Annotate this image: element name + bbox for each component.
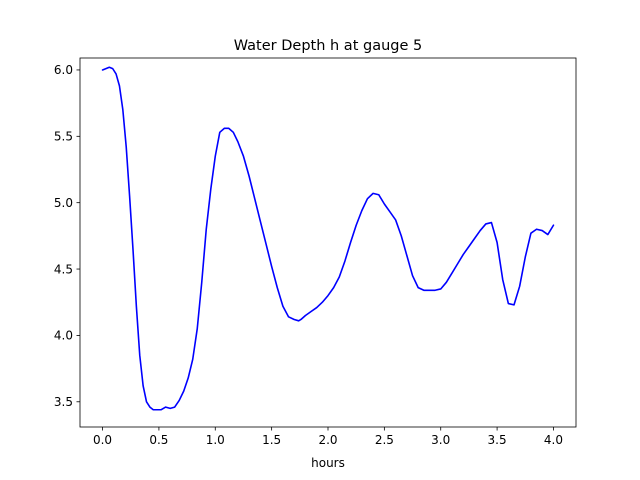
- y-tick-label: 3.5: [54, 395, 73, 409]
- x-tick-label: 4.0: [544, 433, 563, 447]
- x-tick-label: 2.5: [375, 433, 394, 447]
- chart-title: Water Depth h at gauge 5: [234, 38, 422, 54]
- x-axis-label: hours: [311, 456, 345, 470]
- y-tick-label: 6.0: [54, 63, 73, 77]
- x-tick-label: 1.0: [206, 433, 225, 447]
- x-tick-label: 1.5: [262, 433, 281, 447]
- x-tick-label: 0.0: [93, 433, 112, 447]
- series-line-0: [101, 66, 555, 411]
- y-axis-ticks: 3.5 4.0 4.5 5.0 5.5 6.0: [54, 63, 80, 409]
- x-tick-label: 3.5: [488, 433, 507, 447]
- x-tick-label: 3.0: [431, 433, 450, 447]
- y-tick-label: 5.0: [54, 196, 73, 210]
- x-tick-label: 2.0: [318, 433, 337, 447]
- y-tick-label: 5.5: [54, 130, 73, 144]
- y-tick-label: 4.0: [54, 329, 73, 343]
- x-axis-ticks: 0.0 0.5 1.0 1.5 2.0 2.5 3.0 3.5 4.0: [93, 427, 563, 447]
- y-tick-label: 4.5: [54, 262, 73, 276]
- x-tick-label: 0.5: [149, 433, 168, 447]
